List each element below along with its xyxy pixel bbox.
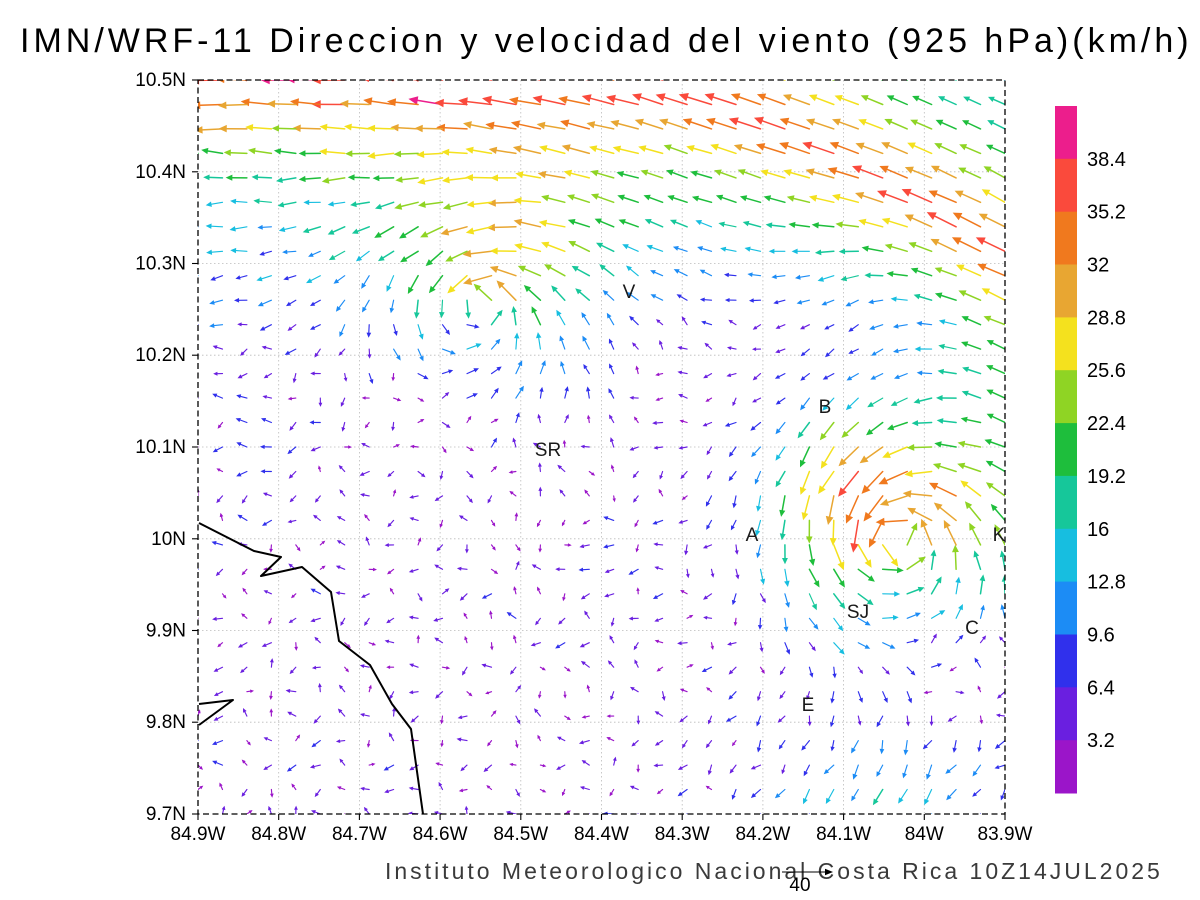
- svg-text:22.4: 22.4: [1087, 413, 1126, 435]
- svg-text:10N: 10N: [151, 529, 186, 550]
- svg-text:32: 32: [1087, 255, 1109, 277]
- svg-text:16: 16: [1087, 519, 1109, 541]
- svg-text:28.8: 28.8: [1087, 307, 1126, 329]
- svg-text:84.7W: 84.7W: [332, 824, 387, 845]
- svg-text:35.2: 35.2: [1087, 202, 1126, 224]
- svg-text:84.9W: 84.9W: [171, 824, 226, 845]
- svg-text:9.6: 9.6: [1087, 625, 1115, 647]
- svg-text:84.6W: 84.6W: [413, 824, 468, 845]
- svg-text:38.4: 38.4: [1087, 149, 1126, 171]
- svg-text:40: 40: [789, 875, 810, 896]
- svg-text:B: B: [819, 397, 832, 418]
- svg-text:10.2N: 10.2N: [135, 345, 186, 366]
- svg-text:E: E: [802, 695, 815, 716]
- svg-text:10.1N: 10.1N: [135, 437, 186, 458]
- svg-text:K: K: [993, 525, 1006, 546]
- svg-text:9.8N: 9.8N: [146, 712, 186, 733]
- svg-text:84W: 84W: [905, 824, 944, 845]
- svg-text:19.2: 19.2: [1087, 466, 1126, 488]
- svg-text:84.8W: 84.8W: [251, 824, 306, 845]
- svg-text:9.7N: 9.7N: [146, 804, 186, 825]
- svg-text:84.1W: 84.1W: [816, 824, 871, 845]
- svg-text:10.3N: 10.3N: [135, 254, 186, 275]
- svg-text:IMN/WRF-11 Direccion y velocid: IMN/WRF-11 Direccion y velocidad del vie…: [20, 22, 1193, 60]
- svg-text:C: C: [965, 618, 979, 639]
- svg-text:84.2W: 84.2W: [735, 824, 790, 845]
- svg-text:6.4: 6.4: [1087, 677, 1115, 699]
- svg-text:3.2: 3.2: [1087, 730, 1115, 752]
- svg-text:10.4N: 10.4N: [135, 162, 186, 183]
- svg-text:12.8: 12.8: [1087, 572, 1126, 594]
- svg-text:SJ: SJ: [847, 602, 869, 623]
- svg-text:10.5N: 10.5N: [135, 70, 186, 91]
- svg-text:A: A: [746, 525, 759, 546]
- svg-text:84.4W: 84.4W: [574, 824, 629, 845]
- svg-text:Instituto Meteorologico Nacion: Instituto Meteorologico Nacional Costa R…: [385, 858, 1163, 884]
- svg-text:84.3W: 84.3W: [655, 824, 710, 845]
- svg-text:25.6: 25.6: [1087, 360, 1126, 382]
- svg-text:9.9N: 9.9N: [146, 621, 186, 642]
- svg-text:SR: SR: [535, 440, 561, 461]
- svg-text:84.5W: 84.5W: [493, 824, 548, 845]
- svg-text:V: V: [623, 282, 636, 303]
- svg-text:83.9W: 83.9W: [978, 824, 1033, 845]
